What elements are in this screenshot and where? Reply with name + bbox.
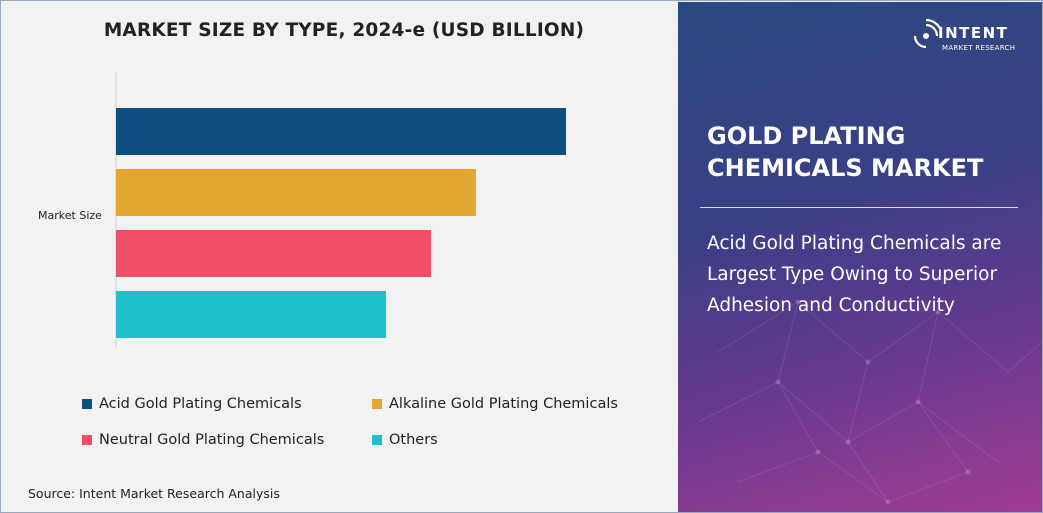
legend-label: Alkaline Gold Plating Chemicals: [389, 396, 618, 412]
legend-item: Alkaline Gold Plating Chemicals: [372, 396, 618, 412]
insight-text: Acid Gold Plating Chemicals are Largest …: [707, 233, 1002, 316]
market-title: GOLD PLATING CHEMICALS MARKET: [707, 122, 984, 182]
source-note: Source: Intent Market Research Analysis: [28, 486, 280, 501]
legend-swatch: [372, 399, 382, 409]
chart-panel: MARKET SIZE BY TYPE, 2024-e (USD BILLION…: [2, 2, 678, 512]
divider: [700, 207, 1018, 208]
bar-others: [116, 291, 386, 338]
network-decoration: [697, 299, 1042, 505]
legend-swatch: [82, 399, 92, 409]
side-panel: INTENT MARKET RESEARCH GOLD PLATING CHEM…: [678, 2, 1042, 512]
bars-group: [116, 108, 566, 338]
legend-label: Neutral Gold Plating Chemicals: [99, 432, 325, 448]
legend-item: Neutral Gold Plating Chemicals: [82, 432, 324, 448]
signal-icon: [913, 18, 942, 49]
bar-acid-gold-plating-chemicals: [116, 108, 566, 155]
chart-title: MARKET SIZE BY TYPE, 2024-e (USD BILLION…: [103, 20, 585, 41]
legend-label: Others: [389, 432, 438, 448]
bar-chart: Market Size: [38, 72, 566, 347]
bar-alkaline-gold-plating-chemicals: [116, 169, 476, 216]
bar-neutral-gold-plating-chemicals: [116, 230, 431, 277]
y-category-label: Market Size: [38, 209, 102, 222]
legend-swatch: [372, 435, 382, 445]
chart-legend: Acid Gold Plating Chemicals Alkaline Gold…: [82, 392, 662, 462]
logo-name: INTENT: [938, 24, 1009, 42]
logo-subtitle: MARKET RESEARCH: [942, 44, 1016, 52]
legend-item: Others: [372, 432, 438, 448]
legend-swatch: [82, 435, 92, 445]
legend-item: Acid Gold Plating Chemicals: [82, 396, 302, 412]
legend-label: Acid Gold Plating Chemicals: [99, 396, 302, 412]
brand-logo: INTENT MARKET RESEARCH: [912, 14, 1022, 62]
